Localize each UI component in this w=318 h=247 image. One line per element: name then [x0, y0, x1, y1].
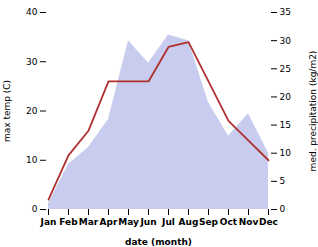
svg-text:10: 10 [26, 155, 38, 165]
svg-text:Feb: Feb [59, 217, 78, 227]
svg-text:10: 10 [280, 148, 292, 158]
svg-text:5: 5 [280, 176, 286, 186]
svg-text:Aug: Aug [179, 217, 199, 227]
svg-text:May: May [118, 217, 139, 227]
svg-text:40: 40 [26, 7, 38, 17]
svg-text:30: 30 [26, 57, 38, 67]
svg-text:15: 15 [280, 120, 291, 130]
svg-text:med. precipitation (kg/m2): med. precipitation (kg/m2) [308, 51, 318, 172]
svg-text:Dec: Dec [259, 217, 278, 227]
svg-text:Jul: Jul [161, 217, 175, 227]
svg-text:Nov: Nov [239, 217, 259, 227]
svg-text:0: 0 [280, 204, 286, 214]
svg-text:Jan: Jan [40, 217, 57, 227]
svg-text:35: 35 [280, 7, 291, 17]
svg-text:30: 30 [280, 36, 292, 46]
svg-text:date (month): date (month) [125, 237, 192, 247]
svg-text:max temp (C): max temp (C) [2, 80, 12, 142]
svg-text:25: 25 [280, 64, 291, 74]
svg-text:Apr: Apr [100, 217, 118, 227]
svg-text:20: 20 [26, 106, 38, 116]
svg-text:0: 0 [32, 204, 38, 214]
svg-text:Mar: Mar [79, 217, 99, 227]
svg-text:20: 20 [280, 92, 292, 102]
svg-text:Oct: Oct [220, 217, 238, 227]
svg-text:Sep: Sep [199, 217, 219, 227]
svg-text:Jun: Jun [139, 217, 156, 227]
